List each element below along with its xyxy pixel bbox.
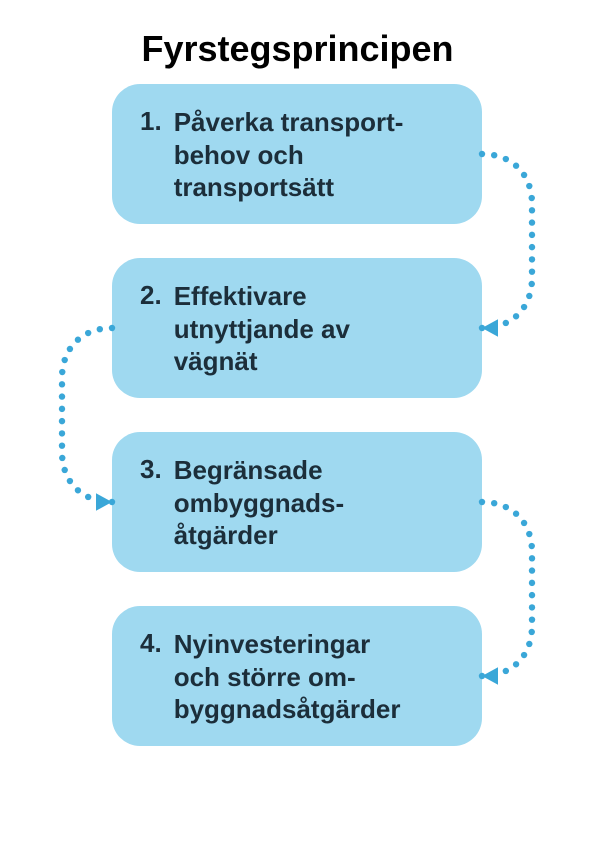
diagram-title: Fyrstegsprincipen xyxy=(0,28,595,70)
arrowhead-icon xyxy=(482,319,498,337)
step-text: Effektivareutnyttjande avvägnät xyxy=(174,280,350,378)
step-number: 3. xyxy=(140,454,162,485)
step-text: Begränsadeombyggnads-åtgärder xyxy=(174,454,344,552)
step-box-2: 2. Effektivareutnyttjande avvägnät xyxy=(112,258,482,398)
arrowhead-icon xyxy=(96,493,112,511)
step-number: 4. xyxy=(140,628,162,659)
step-text: Nyinvesteringaroch större om-byggnadsåtg… xyxy=(174,628,401,726)
step-box-1: 1. Påverka transport-behov ochtransportsä… xyxy=(112,84,482,224)
step-box-4: 4. Nyinvesteringaroch större om-byggnadså… xyxy=(112,606,482,746)
step-number: 2. xyxy=(140,280,162,311)
arrowhead-icon xyxy=(482,667,498,685)
step-number: 1. xyxy=(140,106,162,137)
step-box-3: 3. Begränsadeombyggnads-åtgärder xyxy=(112,432,482,572)
step-text: Påverka transport-behov ochtransportsätt xyxy=(174,106,404,204)
